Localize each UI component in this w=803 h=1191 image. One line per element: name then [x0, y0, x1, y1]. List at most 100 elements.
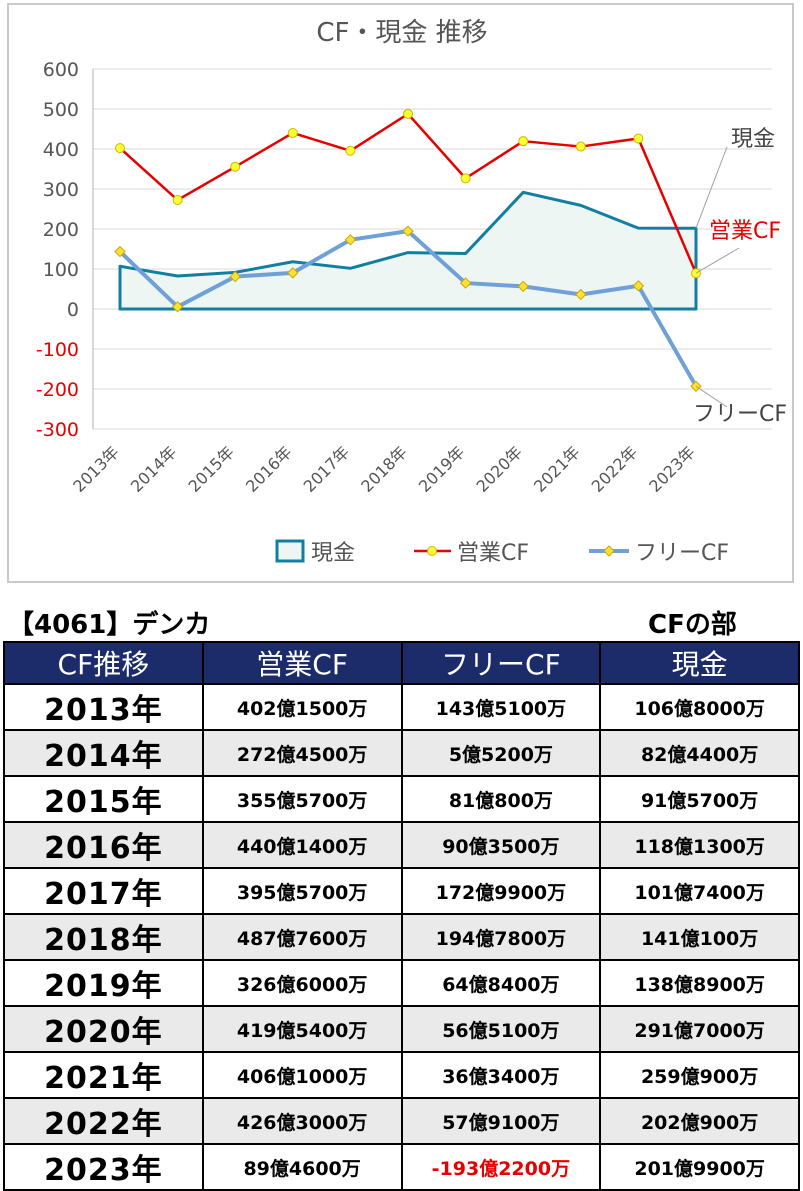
year-cell: 2019年	[3, 959, 204, 1007]
company-heading: 【4061】デンカ	[8, 610, 211, 640]
free-cf-cell: 5億5200万	[400, 729, 602, 777]
cash-cell: 91億5700万	[599, 775, 800, 823]
free-cf-point	[344, 234, 357, 246]
operating-cf-cell: 395億5700万	[201, 867, 403, 915]
cash-cell: 138億8900万	[599, 959, 800, 1007]
col-header-year: CF推移	[3, 641, 204, 685]
table-row: 2019年 326億6000万 64億8400万 138億8900万	[3, 959, 800, 1007]
free-cf-point	[402, 225, 414, 237]
legend-operating-marker	[427, 546, 437, 556]
operating-cf-point	[287, 127, 298, 138]
table-row: 2014年 272億4500万 5億5200万 82億4400万	[3, 729, 800, 777]
legend-free-label: フリーCF	[635, 541, 729, 566]
legend-operating-label: 営業CF	[457, 541, 529, 566]
chart-frame: CF・現金 推移 600 500 400 300 200 100 0 -100 -200 -300 2…	[7, 3, 794, 583]
year-cell: 2014年	[3, 729, 204, 777]
y-tick-label: 100	[43, 259, 79, 281]
year-cell: 2020年	[3, 1005, 204, 1053]
table-row: 2023年 89億4600万 -193億2200万 201億9900万	[3, 1143, 800, 1191]
cash-cell: 201億9900万	[599, 1143, 800, 1191]
operating-cf-point	[172, 195, 183, 206]
x-tick-label: 2016年	[242, 442, 296, 496]
y-tick-label: 300	[43, 179, 79, 201]
table-row: 2016年 440億1400万 90億3500万 118億1300万	[3, 821, 800, 869]
col-header-cash: 現金	[599, 641, 800, 685]
free-cf-cell: 81億800万	[400, 775, 602, 823]
cash-cell: 106億8000万	[599, 683, 800, 731]
x-tick-label: 2023年	[645, 442, 699, 496]
cash-area	[118, 190, 698, 311]
table-row: 2022年 426億3000万 57億9100万 202億900万	[3, 1097, 800, 1145]
cf-chart: CF・現金 推移6005004003002001000-100-200-3002…	[36, 18, 787, 566]
x-tick-label: 2014年	[127, 442, 181, 496]
table-row: 2018年 487億7600万 194億7800万 141億100万	[3, 913, 800, 961]
y-tick-label: -100	[36, 339, 79, 361]
legend-free-marker	[603, 545, 615, 557]
y-tick-label: 0	[67, 299, 79, 321]
year-cell: 2016年	[3, 821, 204, 869]
chart-title: CF・現金 推移	[316, 18, 487, 48]
operating-cf-cell: 440億1400万	[201, 821, 403, 869]
col-header-free: フリーCF	[400, 641, 602, 685]
y-tick-label: 400	[43, 139, 79, 161]
free-cf-point	[575, 288, 587, 301]
free-end-label: フリーCF	[693, 402, 787, 427]
free-cf-cell: 90億3500万	[400, 821, 602, 869]
free-cf-point	[459, 277, 472, 289]
table-row: 2013年 402億1500万 143億5100万 106億8000万	[3, 683, 800, 731]
y-tick-label: 200	[43, 219, 79, 241]
cash-cell: 141億100万	[599, 913, 800, 961]
x-tick-label: 2013年	[69, 442, 123, 496]
operating-cf-cell: 89億4600万	[201, 1143, 403, 1191]
free-cf-point	[171, 301, 184, 313]
table-body: 2013年 402億1500万 143億5100万 106億8000万 2014年 272…	[3, 683, 800, 1191]
table-row: 2017年 395億5700万 172億9900万 101億7400万	[3, 867, 800, 915]
free-cf-point	[632, 280, 645, 292]
operating-end-label: 営業CF	[709, 219, 781, 244]
y-tick-label: -200	[36, 379, 79, 401]
free-cf-point	[287, 267, 299, 279]
operating-cf-cell: 406億1000万	[201, 1051, 403, 1099]
free-leader-line	[695, 385, 728, 408]
year-cell: 2015年	[3, 775, 204, 823]
cash-cell: 118億1300万	[599, 821, 800, 869]
legend-cash-label: 現金	[311, 541, 355, 566]
free-cf-cell: -193億2200万	[400, 1143, 602, 1191]
x-tick-label: 2018年	[357, 442, 411, 496]
x-tick-label: 2017年	[300, 442, 354, 496]
y-tick-label: 600	[43, 59, 79, 81]
x-tick-label: 2020年	[472, 442, 526, 496]
y-tick-label: -300	[36, 419, 79, 441]
col-header-operating: 営業CF	[201, 641, 403, 685]
free-cf-cell: 56億5100万	[400, 1005, 602, 1053]
cash-cell: 82億4400万	[599, 729, 800, 777]
x-tick-label: 2022年	[588, 442, 642, 496]
operating-cf-cell: 419億5400万	[201, 1005, 403, 1053]
year-cell: 2013年	[3, 683, 204, 731]
operating-cf-point	[230, 161, 241, 172]
operating-cf-cell: 272億4500万	[201, 729, 403, 777]
cf-table: CF推移 営業CF フリーCF 現金 2013年 402億1500万 143億510…	[3, 641, 800, 1191]
cash-cell: 202億900万	[599, 1097, 800, 1145]
x-tick-label: 2021年	[530, 442, 584, 496]
operating-cf-cell: 487億7600万	[201, 913, 403, 961]
year-cell: 2017年	[3, 867, 204, 915]
y-tick-label: 500	[43, 99, 79, 121]
x-tick-label: 2019年	[415, 442, 469, 496]
year-cell: 2021年	[3, 1051, 204, 1099]
operating-cf-cell: 426億3000万	[201, 1097, 403, 1145]
free-cf-point	[229, 270, 241, 283]
cash-leader-line	[695, 146, 728, 229]
cash-cell: 259億900万	[599, 1051, 800, 1099]
operating-cf-cell: 326億6000万	[201, 959, 403, 1007]
free-cf-point	[517, 280, 529, 293]
year-cell: 2018年	[3, 913, 204, 961]
table-row: 2020年 419億5400万 56億5100万 291億7000万	[3, 1005, 800, 1053]
operating-cf-point	[403, 108, 413, 119]
operating-cf-point	[345, 145, 356, 156]
free-cf-cell: 36億3400万	[400, 1051, 602, 1099]
free-cf-cell: 64億8400万	[400, 959, 602, 1007]
legend-cash-swatch	[275, 539, 305, 563]
free-cf-cell: 57億9100万	[400, 1097, 602, 1145]
operating-leader-line	[695, 247, 740, 274]
